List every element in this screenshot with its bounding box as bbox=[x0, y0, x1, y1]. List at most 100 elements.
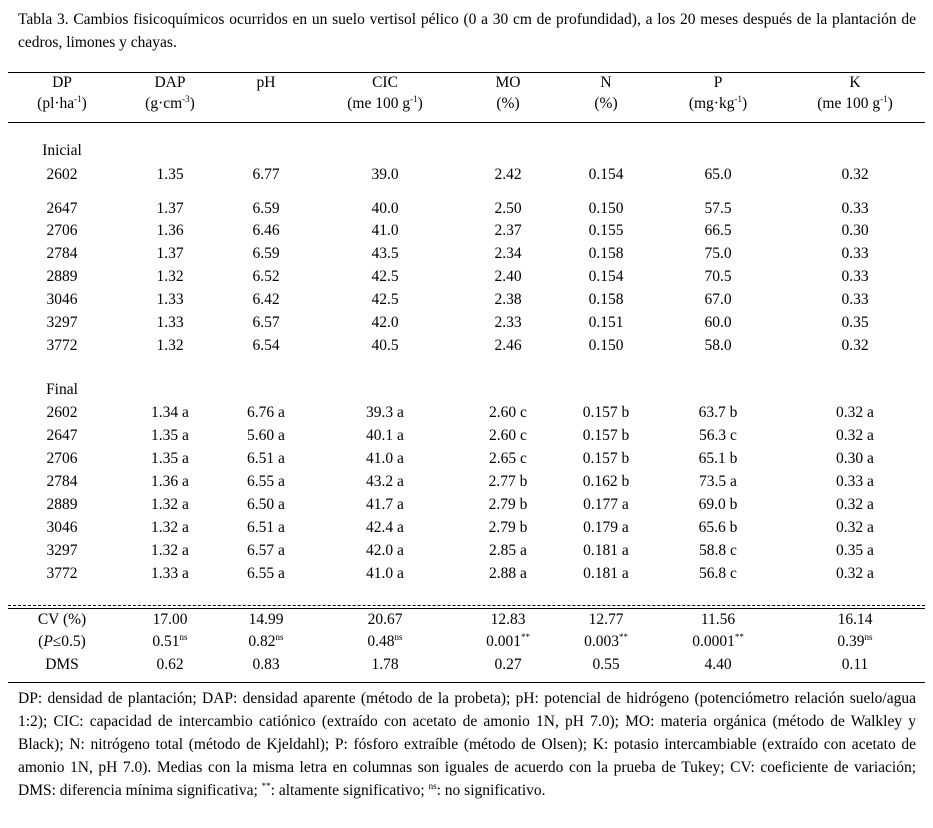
cell-text: 0.82 bbox=[248, 633, 276, 650]
cell-text: 2647 bbox=[46, 200, 78, 217]
table-cell: 69.0 b bbox=[699, 496, 738, 514]
cell-text: 1.33 bbox=[156, 291, 184, 308]
table-cell: 0.155 bbox=[589, 222, 624, 240]
table-cell: 0.157 b bbox=[583, 427, 630, 445]
cell-text: 2.65 c bbox=[489, 450, 527, 467]
cell-text: 0.157 b bbox=[582, 404, 630, 421]
cell-text: 0.33 bbox=[841, 268, 869, 285]
header-rule bbox=[8, 122, 925, 123]
column-header: DAP bbox=[154, 74, 185, 92]
superscript: ns bbox=[394, 632, 403, 642]
table-cell: 0.33 bbox=[841, 200, 868, 218]
column-header: N bbox=[600, 74, 611, 92]
cell-text: 6.77 bbox=[252, 166, 280, 183]
table-cell: 0.32 a bbox=[836, 565, 874, 583]
cell-text: 12.83 bbox=[490, 611, 526, 628]
table-cell: 2.46 bbox=[494, 337, 521, 355]
table-cell: 1.36 a bbox=[151, 473, 189, 491]
table-cell: 0.151 bbox=[589, 314, 624, 332]
table-cell: 0.157 b bbox=[583, 404, 630, 422]
table-cell: 58.8 c bbox=[699, 542, 737, 560]
cell-text: 5.60 a bbox=[247, 427, 285, 444]
table-cell: 0.179 a bbox=[583, 519, 629, 537]
table-cell: 0.32 a bbox=[836, 404, 874, 422]
cell-text: ≤0.5) bbox=[52, 633, 86, 650]
table-cell: 43.5 bbox=[371, 245, 398, 263]
superscript: -1 bbox=[734, 94, 742, 104]
cell-text: 2602 bbox=[46, 166, 78, 183]
table-cell: 6.51 a bbox=[247, 450, 285, 468]
table-cell: 3772 bbox=[47, 565, 78, 583]
stats-cell: 12.77 bbox=[589, 611, 624, 629]
table-cell: 6.46 bbox=[252, 222, 279, 240]
stats-cell: 11.56 bbox=[701, 611, 735, 629]
table-cell: 0.33 bbox=[841, 268, 868, 286]
table-cell: 2889 bbox=[47, 268, 78, 286]
cell-text: (g·cm bbox=[145, 95, 183, 112]
table-cell: 0.177 a bbox=[583, 496, 629, 514]
table-cell: 1.36 bbox=[156, 222, 183, 240]
section-label: Inicial bbox=[42, 142, 82, 160]
column-name: DP bbox=[52, 74, 72, 91]
cell-text: 6.57 a bbox=[247, 542, 285, 559]
cell-text: 1.34 a bbox=[151, 404, 189, 421]
table-cell: 39.0 bbox=[371, 166, 398, 184]
table-cell: 0.162 b bbox=[583, 473, 630, 491]
cell-text: 42.5 bbox=[371, 291, 399, 308]
table-cell: 58.0 bbox=[704, 337, 731, 355]
table-cell: 6.42 bbox=[252, 291, 279, 309]
cell-text: 2.33 bbox=[494, 314, 522, 331]
column-name: P bbox=[713, 74, 723, 91]
footnote: DP: densidad de plantación; DAP: densida… bbox=[18, 687, 916, 802]
table-cell: 42.4 a bbox=[366, 519, 404, 537]
table-cell: 6.54 bbox=[252, 337, 279, 355]
table-cell: 41.0 a bbox=[366, 450, 404, 468]
column-name: pH bbox=[256, 74, 276, 91]
table-cell: 2784 bbox=[47, 473, 78, 491]
table-cell: 0.30 bbox=[841, 222, 868, 240]
cell-text: 0.157 b bbox=[582, 450, 630, 467]
cell-text: 2.60 c bbox=[489, 404, 527, 421]
table-cell: 2.40 bbox=[494, 268, 521, 286]
table-cell: 6.51 a bbox=[247, 519, 285, 537]
table-cell: 0.35 bbox=[841, 314, 868, 332]
stats-cell: 0.11 bbox=[842, 656, 869, 674]
cell-text: 3297 bbox=[46, 542, 78, 559]
cell-text: 65.6 b bbox=[698, 519, 738, 536]
column-unit: (pl·ha-1) bbox=[37, 95, 87, 113]
cell-text: ) bbox=[887, 95, 893, 112]
cell-text: 6.52 bbox=[252, 268, 280, 285]
cell-text: 67.0 bbox=[704, 291, 732, 308]
table-cell: 1.34 a bbox=[151, 404, 189, 422]
table-cell: 66.5 bbox=[704, 222, 731, 240]
cell-text: 0.33 bbox=[841, 291, 869, 308]
table-cell: 6.77 bbox=[252, 166, 279, 184]
table-cell: 42.5 bbox=[371, 268, 398, 286]
cell-text: 0.162 b bbox=[582, 473, 630, 490]
cell-text: 0.150 bbox=[588, 337, 624, 354]
cell-text: 0.154 bbox=[588, 166, 624, 183]
cell-text: 6.42 bbox=[252, 291, 280, 308]
column-header: DP bbox=[52, 74, 72, 92]
cell-text: CV (%) bbox=[37, 611, 87, 628]
table-cell: 2.79 b bbox=[489, 519, 528, 537]
column-unit: (me 100 g-1) bbox=[817, 95, 893, 113]
table-cell: 2.42 bbox=[494, 166, 521, 184]
superscript: ns bbox=[428, 781, 437, 791]
cell-text: 0.55 bbox=[592, 656, 620, 673]
table-cell: 0.154 bbox=[589, 166, 624, 184]
cell-text: 20.67 bbox=[367, 611, 403, 628]
table-cell: 6.52 bbox=[252, 268, 279, 286]
cell-text: 6.55 a bbox=[247, 473, 285, 490]
cell-text: 60.0 bbox=[704, 314, 732, 331]
cell-text: 65.0 bbox=[704, 166, 732, 183]
table-cell: 42.0 bbox=[371, 314, 398, 332]
table-cell: 2602 bbox=[47, 166, 78, 184]
cell-text: 69.0 b bbox=[698, 496, 738, 513]
table-cell: 0.150 bbox=[589, 337, 624, 355]
cell-text: 1.35 bbox=[156, 166, 184, 183]
table-cell: 0.157 b bbox=[583, 450, 630, 468]
cell-text: ( bbox=[38, 633, 44, 650]
table-cell: 41.0 bbox=[371, 222, 398, 240]
cell-text: 1.32 bbox=[156, 337, 184, 354]
